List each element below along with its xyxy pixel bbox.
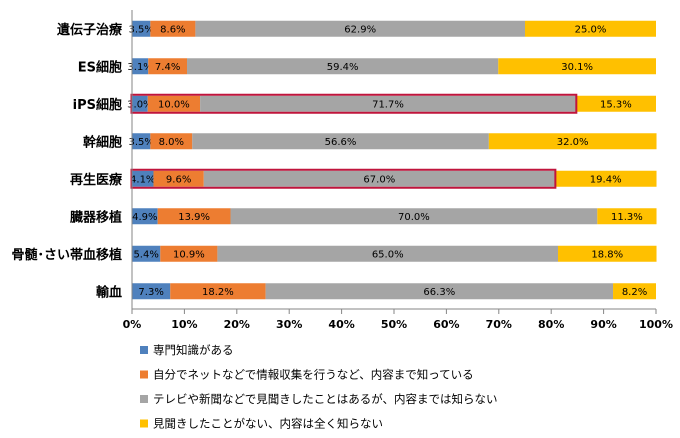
bar-segment: [195, 20, 526, 37]
category-label: 輸血: [96, 284, 122, 300]
category-label: 臓器移植: [70, 209, 122, 225]
bar-segment: [132, 133, 151, 150]
category-label: 骨髄･さい帯血移植: [11, 247, 122, 263]
data-label: 10.9%: [173, 249, 205, 260]
data-label: 32.0%: [557, 137, 589, 148]
x-tick-label: 0%: [123, 318, 142, 331]
data-label: 13.9%: [178, 212, 210, 223]
bar-segment: [187, 58, 499, 75]
data-label: 5.4%: [133, 249, 158, 260]
legend-swatch: [140, 395, 148, 403]
data-label: 3.5%: [128, 137, 153, 148]
bar-segment: [148, 58, 188, 75]
data-label: 8.2%: [622, 287, 647, 298]
bar-segment: [217, 245, 559, 262]
data-label: 11.3%: [611, 212, 643, 223]
data-label: 59.4%: [327, 62, 359, 73]
data-label: 67.0%: [363, 174, 395, 185]
data-label: 8.0%: [159, 137, 184, 148]
legend-swatch: [140, 346, 148, 354]
data-label: 70.0%: [398, 212, 430, 223]
data-label: 25.0%: [575, 24, 607, 35]
data-label: 19.4%: [590, 174, 622, 185]
category-label: iPS細胞: [73, 97, 122, 113]
data-label: 7.3%: [138, 287, 163, 298]
bar-segment: [554, 170, 657, 187]
x-tick-label: 50%: [381, 318, 407, 331]
x-tick-label: 80%: [538, 318, 564, 331]
data-label: 66.3%: [423, 287, 455, 298]
data-label: 4.9%: [132, 212, 157, 223]
x-tick-label: 40%: [328, 318, 354, 331]
bar-segment: [150, 133, 193, 150]
bar-segment: [132, 20, 151, 37]
x-tick-label: 70%: [486, 318, 512, 331]
bar-segment: [132, 245, 161, 262]
bar-segment: [153, 170, 204, 187]
data-label: 62.9%: [344, 24, 376, 35]
category-label: 再生医療: [70, 172, 123, 188]
bar-segment: [200, 95, 576, 112]
bar-segment: [132, 208, 158, 225]
bar-segment: [203, 170, 555, 187]
data-label: 3.0%: [127, 99, 152, 110]
bar-segment: [160, 245, 218, 262]
data-label: 71.7%: [372, 99, 404, 110]
bar-segment: [498, 58, 656, 75]
data-label: 56.6%: [325, 137, 357, 148]
legend-label: 専門知識がある: [153, 343, 234, 357]
bar-segment: [192, 133, 489, 150]
bar-segment: [150, 20, 196, 37]
data-label: 4.1%: [130, 174, 155, 185]
bar-segment: [132, 170, 154, 187]
bar-segment: [558, 245, 657, 262]
legend: 専門知識がある自分でネットなどで情報収集を行うなど、内容まで知っているテレビや新…: [140, 343, 498, 431]
legend-swatch: [140, 370, 148, 379]
bar-segment: [575, 95, 656, 112]
x-tick-label: 30%: [276, 318, 302, 331]
data-label: 18.8%: [591, 249, 623, 260]
x-tick-label: 100%: [639, 318, 673, 331]
x-tick-label: 10%: [171, 318, 197, 331]
data-label: 3.1%: [127, 62, 152, 73]
data-label: 7.4%: [155, 62, 180, 73]
bar-segment: [613, 283, 656, 300]
bar-segment: [157, 208, 231, 225]
bars-group: 3.5% 8.6% 62.9% 25.0% 3.1% 7.4% 59.4% 30.1% 3.0%…: [127, 20, 657, 300]
x-tick-label: 90%: [590, 318, 616, 331]
x-tick-label: 20%: [224, 318, 250, 331]
data-label: 3.5%: [128, 24, 153, 35]
bar-segment: [525, 20, 656, 37]
data-label: 30.1%: [561, 62, 593, 73]
legend-swatch: [140, 419, 148, 428]
bar-segment: [132, 283, 171, 300]
legend-label: テレビや新聞などで見聞きしたことはあるが、内容までは知らない: [153, 392, 498, 406]
legend-label: 見聞きしたことがない、内容は全く知らない: [153, 417, 383, 431]
category-label: 遺伝子治療: [56, 22, 123, 38]
bar-segment: [170, 283, 266, 300]
x-tick-label: 60%: [433, 318, 459, 331]
bar-segment: [230, 208, 598, 225]
bar-segment: [265, 283, 614, 300]
data-label: 9.6%: [166, 174, 191, 185]
bar-segment: [147, 95, 201, 112]
data-label: 15.3%: [600, 99, 632, 110]
bar-segment: [132, 58, 149, 75]
data-label: 18.2%: [202, 287, 234, 298]
bar-segment: [488, 133, 657, 150]
data-label: 10.0%: [158, 99, 190, 110]
bar-segment: [132, 95, 148, 112]
category-label: 幹細胞: [83, 134, 122, 150]
data-label: 65.0%: [372, 249, 404, 260]
data-label: 8.6%: [160, 24, 185, 35]
category-label: ES細胞: [78, 59, 122, 75]
x-axis: 0% 10% 20% 30% 40% 50% 60% 70% 80% 90% 100%: [123, 10, 673, 331]
bar-segment: [597, 208, 657, 225]
legend-label: 自分でネットなどで情報収集を行うなど、内容まで知っている: [153, 368, 474, 382]
